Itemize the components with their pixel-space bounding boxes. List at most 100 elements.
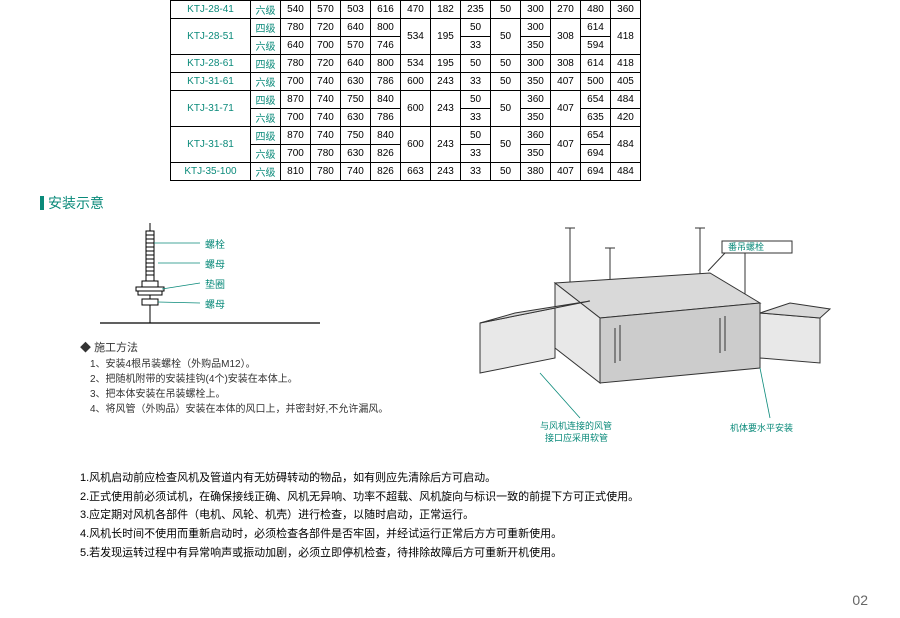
- value-cell: 308: [551, 19, 581, 55]
- value-cell: 470: [401, 1, 431, 19]
- value-cell: 407: [551, 163, 581, 181]
- value-cell: 50: [491, 19, 521, 55]
- svg-text:与风机连接的风管: 与风机连接的风管: [540, 420, 612, 431]
- value-cell: 50: [491, 73, 521, 91]
- model-cell: KTJ-28-41: [171, 1, 251, 19]
- value-cell: 270: [551, 1, 581, 19]
- value-cell: 780: [311, 145, 341, 163]
- value-cell: 840: [371, 91, 401, 109]
- value-cell: 700: [281, 73, 311, 91]
- value-cell: 600: [401, 73, 431, 91]
- value-cell: 50: [491, 1, 521, 19]
- value-cell: 33: [461, 73, 491, 91]
- value-cell: 50: [461, 91, 491, 109]
- grade-cell: 六级: [251, 145, 281, 163]
- model-cell: KTJ-28-51: [171, 19, 251, 55]
- section-title: 安装示意: [40, 193, 860, 213]
- value-cell: 195: [431, 55, 461, 73]
- value-cell: 50: [491, 163, 521, 181]
- bolt-label-2: 垫圈: [205, 276, 225, 291]
- value-cell: 570: [341, 37, 371, 55]
- method-item: 2、把随机附带的安装挂钩(4个)安装在本体上。: [90, 372, 400, 387]
- value-cell: 300: [521, 55, 551, 73]
- value-cell: 50: [491, 55, 521, 73]
- value-cell: 780: [281, 55, 311, 73]
- value-cell: 360: [521, 91, 551, 109]
- value-cell: 720: [311, 19, 341, 37]
- grade-cell: 六级: [251, 1, 281, 19]
- value-cell: 350: [521, 145, 551, 163]
- value-cell: 350: [521, 109, 551, 127]
- method-list: 1、安装4根吊装螺栓（外购品M12）。2、把随机附带的安装挂钩(4个)安装在本体…: [40, 357, 400, 417]
- value-cell: 243: [431, 73, 461, 91]
- model-cell: KTJ-31-71: [171, 91, 251, 127]
- value-cell: 870: [281, 127, 311, 145]
- value-cell: 570: [311, 1, 341, 19]
- value-cell: 33: [461, 163, 491, 181]
- value-cell: 740: [341, 163, 371, 181]
- value-cell: 640: [341, 19, 371, 37]
- note-item: 4.风机长时间不使用而重新启动时，必须检查各部件是否牢固，并经试运行正常后方方可…: [80, 525, 860, 544]
- bolt-diagram: [100, 223, 360, 333]
- value-cell: 50: [491, 91, 521, 127]
- value-cell: 380: [521, 163, 551, 181]
- value-cell: 740: [311, 127, 341, 145]
- value-cell: 594: [581, 37, 611, 55]
- note-item: 1.风机启动前应检查风机及管道内有无妨碍转动的物品，如有则应先清除后方可启动。: [80, 469, 860, 488]
- model-cell: KTJ-28-61: [171, 55, 251, 73]
- svg-text:接口应采用软管: 接口应采用软管: [545, 432, 608, 443]
- value-cell: 50: [491, 127, 521, 163]
- value-cell: 740: [311, 73, 341, 91]
- value-cell: 840: [371, 127, 401, 145]
- value-cell: 614: [581, 55, 611, 73]
- page-number: 02: [852, 592, 868, 608]
- value-cell: 405: [611, 73, 641, 91]
- grade-cell: 六级: [251, 37, 281, 55]
- value-cell: 750: [341, 91, 371, 109]
- grade-cell: 六级: [251, 163, 281, 181]
- note-item: 3.应定期对风机各部件（电机、风轮、机壳）进行检查，以随时启动，正常运行。: [80, 506, 860, 525]
- model-cell: KTJ-35-100: [171, 163, 251, 181]
- value-cell: 786: [371, 109, 401, 127]
- value-cell: 800: [371, 55, 401, 73]
- value-cell: 826: [371, 145, 401, 163]
- value-cell: 826: [371, 163, 401, 181]
- value-cell: 810: [281, 163, 311, 181]
- value-cell: 694: [581, 145, 611, 163]
- value-cell: 700: [281, 109, 311, 127]
- value-cell: 740: [311, 109, 341, 127]
- note-item: 5.若发现运转过程中有异常响声或振动加剧，必须立即停机检查，待排除故障后方可重新…: [80, 544, 860, 563]
- value-cell: 407: [551, 73, 581, 91]
- value-cell: 635: [581, 109, 611, 127]
- bolt-label-0: 螺栓: [205, 236, 225, 251]
- value-cell: 33: [461, 37, 491, 55]
- svg-text:番吊螺栓: 番吊螺栓: [728, 241, 764, 252]
- value-cell: 407: [551, 127, 581, 163]
- value-cell: 33: [461, 145, 491, 163]
- svg-text:机体要水平安装: 机体要水平安装: [730, 422, 793, 433]
- value-cell: 418: [611, 19, 641, 55]
- value-cell: 484: [611, 127, 641, 163]
- value-cell: 540: [281, 1, 311, 19]
- value-cell: 740: [311, 91, 341, 109]
- value-cell: 50: [461, 19, 491, 37]
- value-cell: 600: [401, 127, 431, 163]
- method-item: 1、安装4根吊装螺栓（外购品M12）。: [90, 357, 400, 372]
- value-cell: 235: [461, 1, 491, 19]
- bolt-label-1: 螺母: [205, 256, 225, 271]
- value-cell: 308: [551, 55, 581, 73]
- value-cell: 630: [341, 109, 371, 127]
- value-cell: 600: [401, 91, 431, 127]
- value-cell: 50: [461, 55, 491, 73]
- spec-table: KTJ-28-41六级54057050361647018223550300270…: [170, 0, 641, 181]
- value-cell: 360: [611, 1, 641, 19]
- grade-cell: 四级: [251, 127, 281, 145]
- value-cell: 800: [371, 19, 401, 37]
- value-cell: 663: [401, 163, 431, 181]
- bolt-label-3: 螺母: [205, 296, 225, 311]
- value-cell: 350: [521, 37, 551, 55]
- grade-cell: 四级: [251, 91, 281, 109]
- model-cell: KTJ-31-61: [171, 73, 251, 91]
- value-cell: 50: [461, 127, 491, 145]
- grade-cell: 四级: [251, 55, 281, 73]
